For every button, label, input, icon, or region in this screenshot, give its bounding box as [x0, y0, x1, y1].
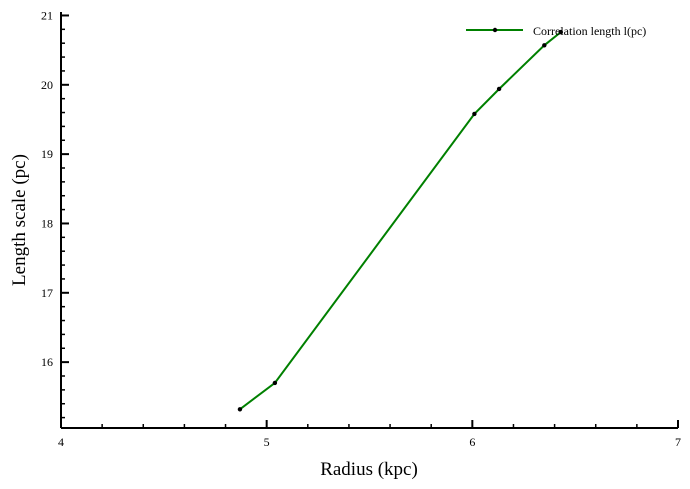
y-axis-ticks: 16 17 18 19 20 21: [41, 8, 69, 369]
minor-ticks: [61, 28, 638, 428]
x-axis-ticks: 4 5 6 7: [58, 420, 681, 449]
y-tick-label: 18: [41, 216, 53, 230]
y-tick-label: 19: [41, 147, 53, 161]
data-point: [496, 86, 502, 92]
y-tick-label: 17: [41, 286, 53, 300]
x-tick-label: 7: [675, 435, 681, 449]
y-tick-label: 16: [41, 355, 53, 369]
legend: Correlation length l(pc): [466, 24, 646, 38]
series-line: [239, 31, 562, 411]
data-point: [558, 29, 563, 35]
x-axis-label: Radius (kpc): [320, 459, 418, 480]
data-point: [237, 407, 243, 412]
series-layer: [237, 29, 563, 412]
legend-label: Correlation length l(pc): [533, 24, 646, 38]
x-tick-label: 5: [264, 435, 270, 449]
x-tick-label: 4: [58, 435, 64, 449]
y-tick-label: 20: [41, 78, 53, 92]
legend-marker: [492, 27, 498, 33]
x-tick-label: 6: [469, 435, 475, 449]
y-axis-label: Length scale (pc): [9, 154, 30, 286]
y-tick-label: 21: [41, 8, 53, 22]
data-point: [472, 111, 477, 117]
data-point: [272, 380, 278, 386]
data-point: [542, 43, 547, 48]
